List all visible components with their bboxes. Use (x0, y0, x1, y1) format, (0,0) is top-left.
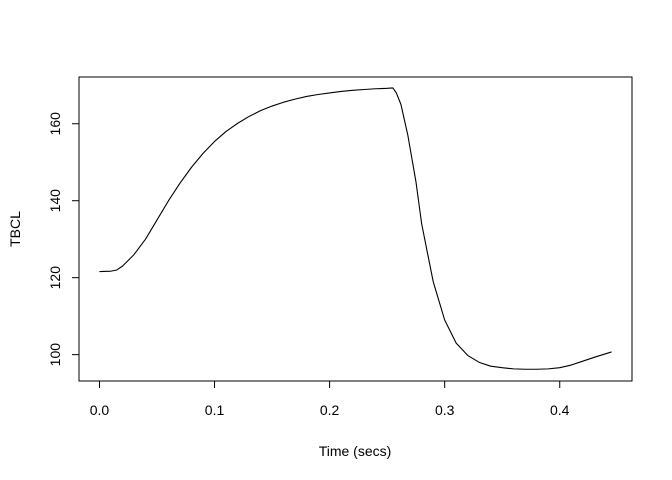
x-tick-label: 0.4 (550, 402, 570, 418)
y-tick-label: 140 (47, 189, 63, 213)
y-axis-title: TBCL (7, 211, 23, 247)
series-line (99, 87, 612, 370)
y-tick-label: 100 (47, 343, 63, 367)
plot-frame (78, 76, 633, 382)
x-tick-label: 0.1 (205, 402, 225, 418)
y-tick-label: 120 (47, 266, 63, 290)
x-axis-title: Time (secs) (319, 443, 392, 459)
y-ticks: 100 120 140 160 (47, 112, 79, 366)
y-tick-label: 160 (47, 112, 63, 136)
x-ticks: 0.0 0.1 0.2 0.3 0.4 (90, 381, 570, 418)
x-tick-label: 0.2 (320, 402, 340, 418)
x-tick-label: 0.0 (90, 402, 110, 418)
x-tick-label: 0.3 (435, 402, 455, 418)
